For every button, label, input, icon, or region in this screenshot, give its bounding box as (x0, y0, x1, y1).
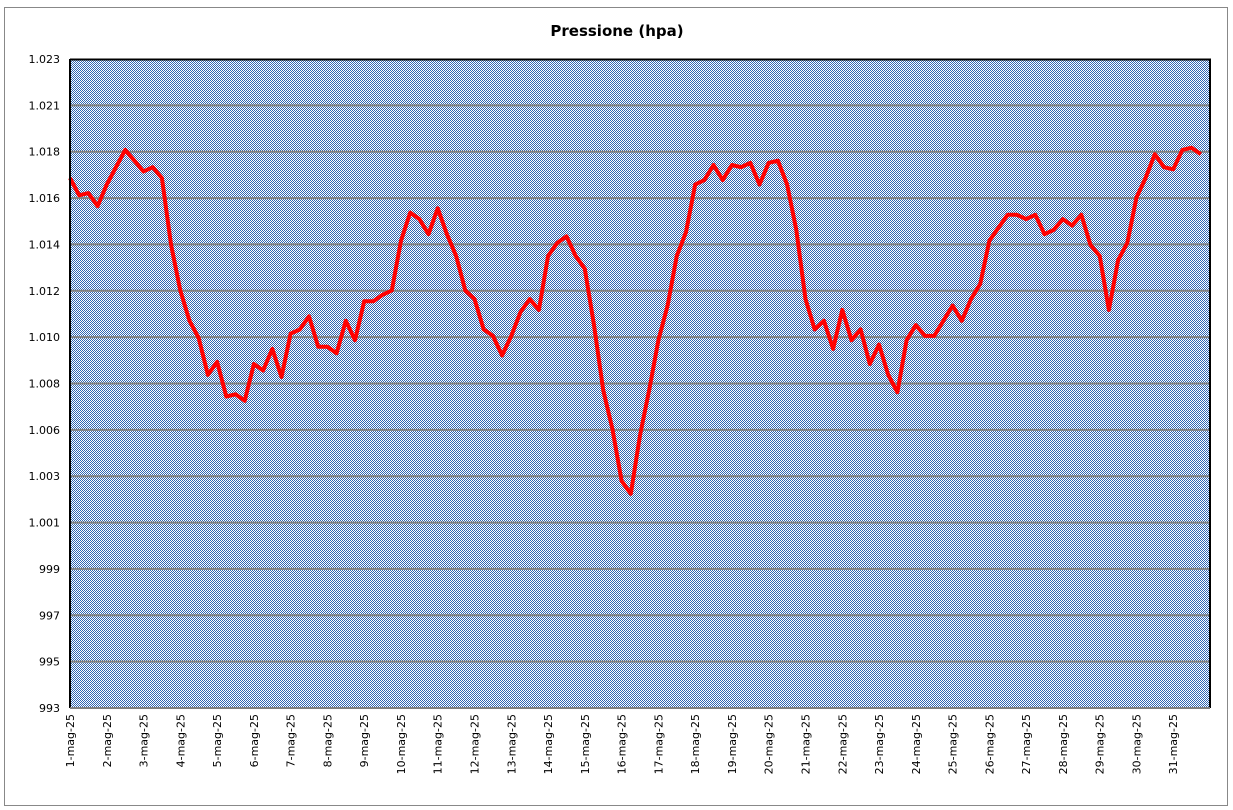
y-tick-label: 1.001 (29, 517, 61, 530)
x-tick-label: 21-mag-25 (799, 714, 812, 774)
x-tick-label: 25-mag-25 (947, 714, 960, 774)
x-tick-label: 15-mag-25 (579, 714, 592, 774)
x-tick-label: 6-mag-25 (248, 714, 261, 767)
y-tick-label: 1.016 (29, 192, 61, 205)
y-tick-label: 1.021 (29, 99, 61, 112)
x-tick-label: 7-mag-25 (285, 714, 298, 767)
x-tick-label: 24-mag-25 (910, 714, 923, 774)
x-tick-label: 14-mag-25 (542, 714, 555, 774)
y-tick-label: 1.023 (29, 53, 61, 66)
x-tick-label: 27-mag-25 (1020, 714, 1033, 774)
y-tick-label: 1.006 (29, 424, 61, 437)
x-tick-label: 31-mag-25 (1167, 714, 1180, 774)
x-tick-label: 16-mag-25 (616, 714, 629, 774)
y-tick-label: 995 (39, 656, 60, 669)
x-tick-label: 3-mag-25 (138, 714, 151, 767)
x-tick-label: 5-mag-25 (211, 714, 224, 767)
y-tick-label: 997 (39, 609, 60, 622)
x-tick-label: 22-mag-25 (836, 714, 849, 774)
x-tick-label: 4-mag-25 (174, 714, 187, 767)
chart-title: Pressione (hpa) (550, 22, 683, 40)
y-tick-label: 1.010 (29, 331, 61, 344)
x-tick-label: 30-mag-25 (1130, 714, 1143, 774)
y-tick-label: 1.018 (29, 146, 61, 159)
x-tick-label: 23-mag-25 (873, 714, 886, 774)
x-tick-label: 9-mag-25 (358, 714, 371, 767)
x-tick-label: 19-mag-25 (726, 714, 739, 774)
series-line-pressure (68, 145, 1202, 496)
x-tick-label: 18-mag-25 (689, 714, 702, 774)
x-tick-label: 29-mag-25 (1094, 714, 1107, 774)
x-tick-label: 2-mag-25 (101, 714, 114, 767)
y-tick-label: 993 (39, 702, 60, 715)
x-tick-label: 11-mag-25 (432, 714, 445, 774)
y-tick-label: 1.008 (29, 378, 61, 391)
x-tick-label: 13-mag-25 (505, 714, 518, 774)
x-tick-label: 26-mag-25 (983, 714, 996, 774)
x-tick-label: 20-mag-25 (763, 714, 776, 774)
y-tick-label: 1.003 (29, 470, 61, 483)
y-tick-label: 999 (39, 563, 60, 576)
x-tick-label: 12-mag-25 (469, 714, 482, 774)
x-tick-label: 1-mag-25 (64, 714, 77, 767)
x-tick-label: 28-mag-25 (1057, 714, 1070, 774)
y-tick-label: 1.012 (29, 285, 61, 298)
y-tick-label: 1.014 (29, 238, 61, 251)
x-tick-label: 8-mag-25 (321, 714, 334, 767)
x-tick-label: 17-mag-25 (652, 714, 665, 774)
x-tick-label: 10-mag-25 (395, 714, 408, 774)
